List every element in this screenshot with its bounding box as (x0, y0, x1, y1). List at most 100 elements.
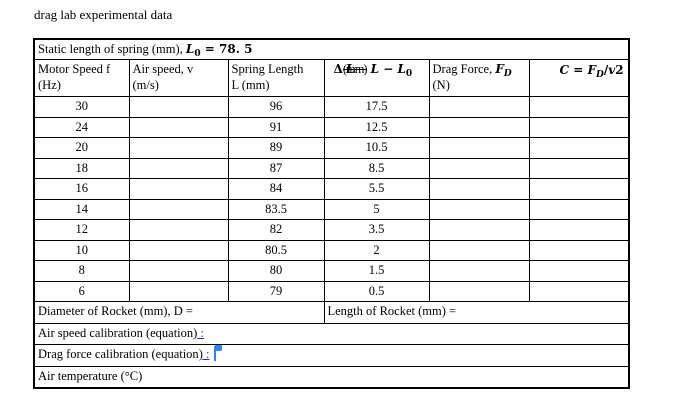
cell-C[interactable] (528, 116, 630, 138)
col-header-drag-force[interactable]: Drag Force, FD (N) (428, 59, 530, 97)
drag-force-subscript: D (503, 69, 512, 79)
drag-force-label: Drag Force, (432, 62, 496, 76)
document-title[interactable]: drag lab experimental data (34, 7, 173, 22)
air-temperature-cell[interactable]: Air temperature (°C) (33, 365, 630, 389)
cell-Fd[interactable] (428, 280, 530, 302)
coeff-exponent: 2 (615, 63, 624, 77)
cell-f[interactable]: 14 (33, 198, 130, 220)
cell-L[interactable]: 84 (227, 178, 325, 200)
table-row: 14 83.5 5 (33, 198, 630, 220)
cell-v[interactable] (128, 219, 229, 241)
cell-C[interactable] (528, 96, 630, 118)
header-line: Spring Length (231, 62, 304, 76)
cell-C[interactable] (528, 137, 630, 159)
cell-v[interactable] (128, 198, 229, 220)
header-line: L (mm) (231, 78, 270, 92)
cell-dL[interactable]: 3.5 (323, 219, 430, 241)
cell-C[interactable] (528, 198, 630, 220)
cell-v[interactable] (128, 260, 229, 282)
coeff-subscript: D (596, 70, 604, 80)
cell-C[interactable] (528, 178, 630, 200)
spring-length-symbol: L (185, 42, 195, 56)
inserted-paren: ) (193, 325, 198, 340)
diameter-cell[interactable]: Diameter of Rocket (mm), D = (33, 301, 325, 324)
cell-dL[interactable]: 0.5 (323, 280, 430, 302)
cell-dL[interactable]: 17.5 (323, 96, 430, 118)
cell-v[interactable] (128, 157, 229, 179)
air-temperature-row: Air temperature (°C) (33, 365, 630, 389)
collaborator-caret-icon (214, 345, 223, 361)
cell-C[interactable] (528, 239, 630, 261)
cell-f[interactable]: 24 (33, 116, 130, 138)
cell-L[interactable]: 82 (227, 219, 325, 241)
air-speed-calibration-cell[interactable]: Air speed calibration (equation) : (33, 322, 630, 345)
static-length-value: = 78. 5 (200, 42, 253, 56)
header-line: Motor Speed f (38, 62, 111, 76)
cell-Fd[interactable] (428, 157, 530, 179)
length-cell[interactable]: Length of Rocket (mm) = (323, 301, 630, 324)
cell-v[interactable] (128, 116, 229, 138)
cell-v[interactable] (128, 178, 229, 200)
cell-dL[interactable]: 8.5 (323, 157, 430, 179)
cell-L[interactable]: 79 (227, 280, 325, 302)
cell-f[interactable]: 30 (33, 96, 130, 118)
col-header-drag-coefficient[interactable]: C = FD/v2 (528, 59, 630, 97)
coefficient-equation: C = FD/v2 (557, 62, 626, 80)
cell-L[interactable]: 96 (227, 96, 325, 118)
cell-dL[interactable]: 12.5 (323, 116, 430, 138)
header-line: (Hz) (38, 78, 61, 92)
col-header-delta-length[interactable]: Δ(mm) L L − L0 (323, 59, 430, 97)
cell-Fd[interactable] (428, 239, 530, 261)
cell-dL[interactable]: 2 (323, 239, 430, 261)
cell-Fd[interactable] (428, 96, 530, 118)
rocket-dimensions-row: Diameter of Rocket (mm), D = Length of R… (33, 301, 630, 324)
cell-v[interactable] (128, 96, 229, 118)
cell-L[interactable]: 83.5 (227, 198, 325, 220)
inserted-colon: : (202, 347, 210, 361)
cell-L[interactable]: 80.5 (227, 239, 325, 261)
inserted-text: ) : (199, 347, 210, 361)
cell-Fd[interactable] (428, 219, 530, 241)
col-header-spring-length[interactable]: Spring Length L (mm) (227, 59, 325, 97)
cell-Fd[interactable] (428, 116, 530, 138)
cell-f[interactable]: 8 (33, 260, 130, 282)
cell-dL[interactable]: 1.5 (323, 260, 430, 282)
cell-C[interactable] (528, 280, 630, 302)
cell-C[interactable] (528, 157, 630, 179)
cell-f[interactable]: 18 (33, 157, 130, 179)
drag-force-calibration-row: Drag force calibration (equation) : (33, 344, 630, 367)
cell-Fd[interactable] (428, 198, 530, 220)
cell-Fd[interactable] (428, 178, 530, 200)
cell-Fd[interactable] (428, 260, 530, 282)
cell-Fd[interactable] (428, 137, 530, 159)
cell-v[interactable] (128, 137, 229, 159)
col-header-air-speed[interactable]: Air speed, v (m/s) (128, 59, 229, 97)
cell-f[interactable]: 12 (33, 219, 130, 241)
cell-f[interactable]: 20 (33, 137, 130, 159)
cell-L[interactable]: 80 (227, 260, 325, 282)
coeff-v: v (608, 63, 616, 77)
col-header-motor-speed[interactable]: Motor Speed f (Hz) (33, 59, 130, 97)
cell-f[interactable]: 10 (33, 239, 130, 261)
inserted-paren: ) (198, 347, 203, 361)
cell-f[interactable]: 16 (33, 178, 130, 200)
cell-L[interactable]: 91 (227, 116, 325, 138)
cell-C[interactable] (528, 219, 630, 241)
cell-v[interactable] (128, 280, 229, 302)
table-row: 10 80.5 2 (33, 239, 630, 261)
static-length-cell[interactable]: Static length of spring (mm), L0 = 78. 5 (33, 38, 630, 60)
cell-f[interactable]: 6 (33, 280, 130, 302)
data-rows: 30 96 17.5 24 91 12.5 20 89 10.5 18 87 8.5 16 84 5.5 14… (33, 96, 630, 302)
cell-dL[interactable]: 5.5 (323, 178, 430, 200)
cell-dL[interactable]: 5 (323, 198, 430, 220)
overlap-over: L (345, 62, 355, 76)
data-table: Static length of spring (mm), L0 = 78. 5… (33, 38, 631, 389)
header-line: (N) (432, 78, 450, 92)
delta-symbol: Δ (333, 62, 343, 76)
cell-v[interactable] (128, 239, 229, 261)
drag-force-calibration-cell[interactable]: Drag force calibration (equation) : (33, 344, 630, 367)
cell-L[interactable]: 87 (227, 157, 325, 179)
cell-C[interactable] (528, 260, 630, 282)
cell-dL[interactable]: 10.5 (323, 137, 430, 159)
cell-L[interactable]: 89 (227, 137, 325, 159)
